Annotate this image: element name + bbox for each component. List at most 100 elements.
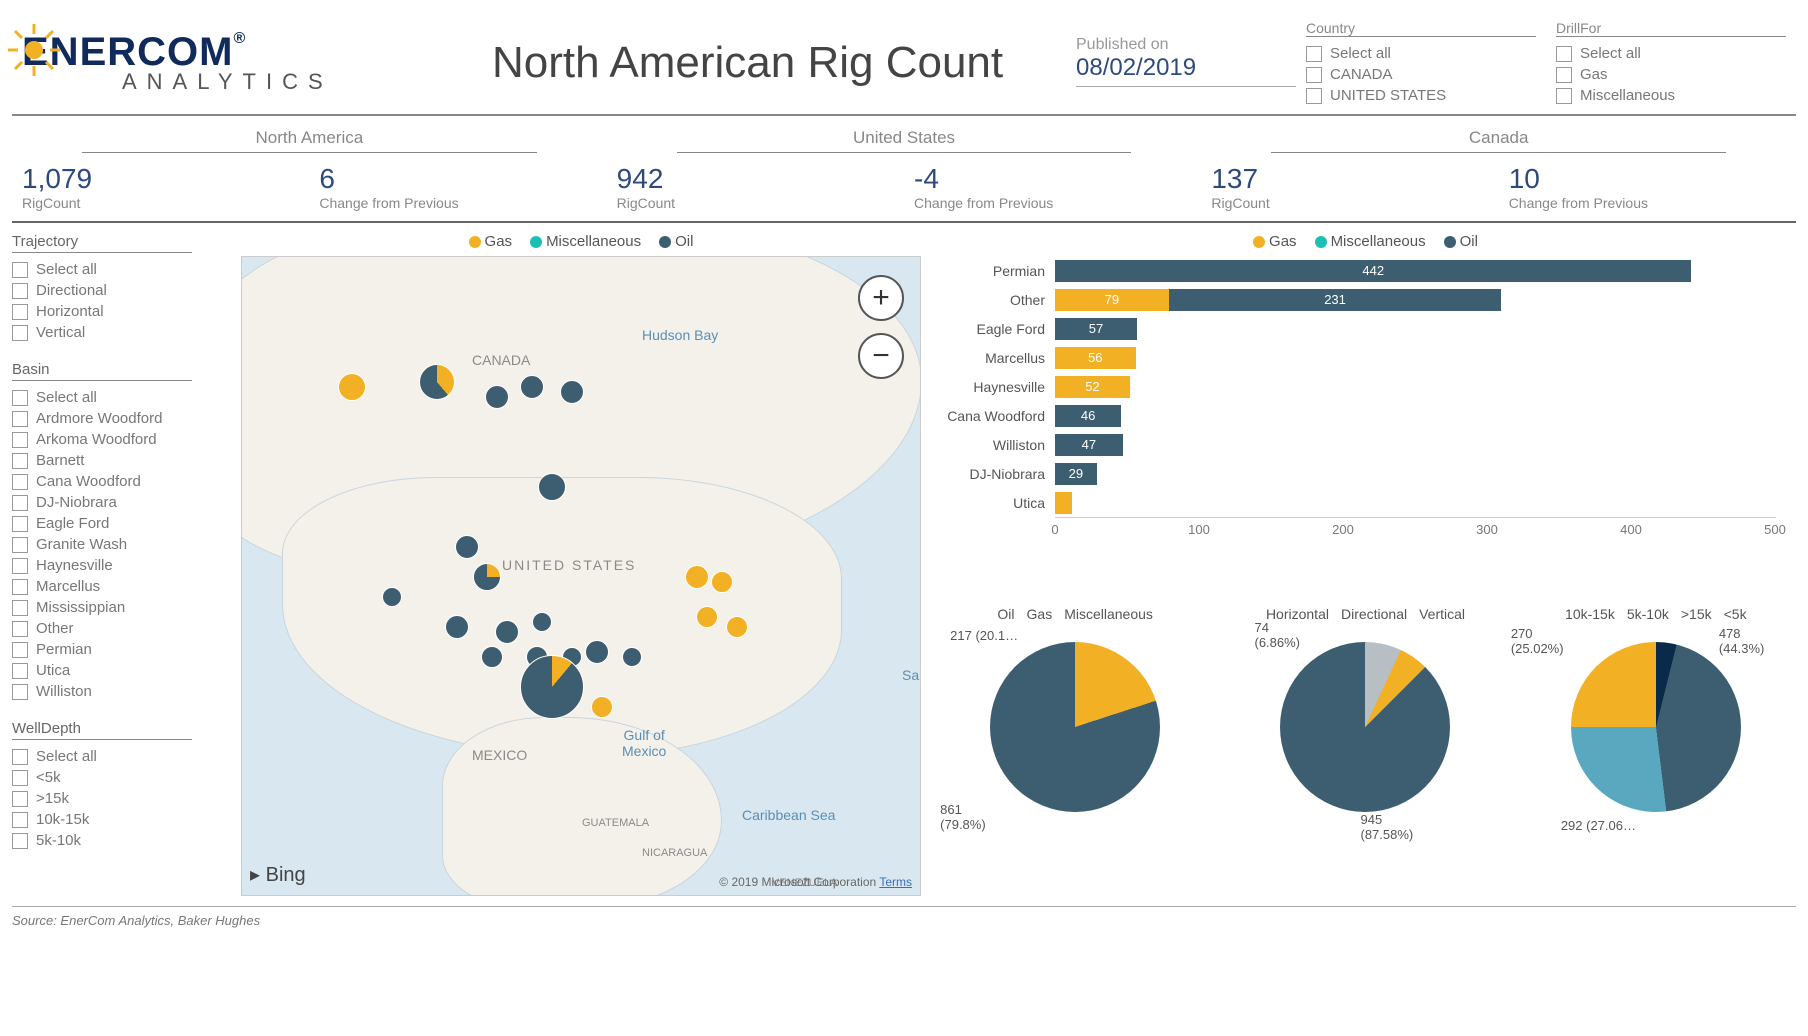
checkbox-icon[interactable] <box>12 684 28 700</box>
checkbox-icon[interactable] <box>12 537 28 553</box>
checkbox-icon[interactable] <box>1556 67 1572 83</box>
filter-welldepth-item[interactable]: 5k-10k <box>12 830 227 851</box>
checkbox-icon[interactable] <box>1556 88 1572 104</box>
map-bubble[interactable] <box>532 612 552 632</box>
map-bubble[interactable] <box>685 565 709 589</box>
legend-item[interactable]: 5k-10k <box>1627 606 1669 622</box>
map-bubble[interactable] <box>696 606 718 628</box>
map-bubble[interactable] <box>560 380 584 404</box>
legend-item[interactable]: Gas <box>1253 233 1297 250</box>
bar-row[interactable]: Cana Woodford46 <box>1055 401 1776 430</box>
slicer-country-item[interactable]: CANADA <box>1306 64 1536 85</box>
filter-basin-item[interactable]: DJ-Niobrara <box>12 492 227 513</box>
map-visual[interactable]: CANADA UNITED STATES MEXICO GUATEMALA NI… <box>241 256 921 896</box>
filter-basin-item[interactable]: Eagle Ford <box>12 513 227 534</box>
map-bubble[interactable] <box>338 373 366 401</box>
legend-item[interactable]: 10k-15k <box>1565 606 1615 622</box>
bar-row[interactable]: Williston47 <box>1055 430 1776 459</box>
filter-basin-item[interactable]: Cana Woodford <box>12 471 227 492</box>
legend-item[interactable]: <5k <box>1724 606 1747 622</box>
map-bubble[interactable] <box>726 616 748 638</box>
legend-item[interactable]: Miscellaneous <box>530 233 641 250</box>
checkbox-icon[interactable] <box>1306 46 1322 62</box>
legend-item[interactable]: Miscellaneous <box>1064 606 1153 622</box>
legend-item[interactable]: >15k <box>1681 606 1712 622</box>
checkbox-icon[interactable] <box>12 432 28 448</box>
checkbox-icon[interactable] <box>12 600 28 616</box>
filter-basin-item[interactable]: Permian <box>12 639 227 660</box>
filter-basin-item[interactable]: Mississippian <box>12 597 227 618</box>
filter-basin-item[interactable]: Arkoma Woodford <box>12 429 227 450</box>
slicer-drillfor-item[interactable]: Gas <box>1556 64 1786 85</box>
slicer-country-item[interactable]: Select all <box>1306 43 1536 64</box>
checkbox-icon[interactable] <box>12 453 28 469</box>
checkbox-icon[interactable] <box>12 283 28 299</box>
bar-row[interactable]: Permian442 <box>1055 256 1776 285</box>
checkbox-icon[interactable] <box>12 411 28 427</box>
filter-trajectory-item[interactable]: Horizontal <box>12 301 227 322</box>
legend-item[interactable]: Oil <box>1444 233 1478 250</box>
filter-basin-item[interactable]: Marcellus <box>12 576 227 597</box>
map-bubble[interactable] <box>538 473 566 501</box>
pie-chart[interactable]: HorizontalDirectionalVertical74 (6.86%)9… <box>1225 606 1505 822</box>
filter-welldepth-item[interactable]: 10k-15k <box>12 809 227 830</box>
checkbox-icon[interactable] <box>12 390 28 406</box>
map-bubble[interactable] <box>520 375 544 399</box>
pie-chart[interactable]: OilGasMiscellaneous217 (20.1…861 (79.8%) <box>935 606 1215 822</box>
filter-basin-item[interactable]: Ardmore Woodford <box>12 408 227 429</box>
checkbox-icon[interactable] <box>1556 46 1572 62</box>
map-bubble[interactable] <box>591 696 613 718</box>
bar-row[interactable]: Eagle Ford57 <box>1055 314 1776 343</box>
map-terms-link[interactable]: Terms <box>879 875 912 889</box>
slicer-drillfor-item[interactable]: Miscellaneous <box>1556 85 1786 106</box>
checkbox-icon[interactable] <box>12 833 28 849</box>
bar-row[interactable]: Haynesville52 <box>1055 372 1776 401</box>
pie-chart[interactable]: 10k-15k5k-10k>15k<5k270 (25.02%)478 (44.… <box>1516 606 1796 822</box>
checkbox-icon[interactable] <box>12 474 28 490</box>
checkbox-icon[interactable] <box>1306 67 1322 83</box>
legend-item[interactable]: Miscellaneous <box>1315 233 1426 250</box>
map-bubble[interactable] <box>473 563 501 591</box>
checkbox-icon[interactable] <box>12 262 28 278</box>
map-bubble[interactable] <box>520 655 584 719</box>
filter-basin-item[interactable]: Utica <box>12 660 227 681</box>
filter-trajectory-item[interactable]: Directional <box>12 280 227 301</box>
filter-trajectory-item[interactable]: Vertical <box>12 322 227 343</box>
filter-welldepth-item[interactable]: >15k <box>12 788 227 809</box>
map-bubble[interactable] <box>495 620 519 644</box>
checkbox-icon[interactable] <box>12 812 28 828</box>
map-bubble[interactable] <box>481 646 503 668</box>
map-bubble[interactable] <box>419 364 455 400</box>
checkbox-icon[interactable] <box>12 325 28 341</box>
checkbox-icon[interactable] <box>12 495 28 511</box>
legend-item[interactable]: Gas <box>1027 606 1053 622</box>
checkbox-icon[interactable] <box>12 770 28 786</box>
map-bubble[interactable] <box>445 615 469 639</box>
filter-basin-item[interactable]: Haynesville <box>12 555 227 576</box>
checkbox-icon[interactable] <box>12 558 28 574</box>
legend-item[interactable]: Vertical <box>1419 606 1465 622</box>
filter-basin-item[interactable]: Granite Wash <box>12 534 227 555</box>
map-zoom-in[interactable]: + <box>858 275 904 321</box>
legend-item[interactable]: Oil <box>997 606 1014 622</box>
filter-basin-item[interactable]: Barnett <box>12 450 227 471</box>
filter-basin-item[interactable]: Select all <box>12 387 227 408</box>
legend-item[interactable]: Oil <box>659 233 693 250</box>
map-bubble[interactable] <box>622 647 642 667</box>
filter-welldepth-item[interactable]: Select all <box>12 746 227 767</box>
checkbox-icon[interactable] <box>12 749 28 765</box>
bar-row[interactable]: Marcellus56 <box>1055 343 1776 372</box>
legend-item[interactable]: Gas <box>469 233 513 250</box>
checkbox-icon[interactable] <box>12 621 28 637</box>
checkbox-icon[interactable] <box>12 304 28 320</box>
slicer-drillfor-item[interactable]: Select all <box>1556 43 1786 64</box>
bar-row[interactable]: Other79231 <box>1055 285 1776 314</box>
map-bubble[interactable] <box>711 571 733 593</box>
map-bubble[interactable] <box>585 640 609 664</box>
bar-row[interactable]: DJ-Niobrara29 <box>1055 459 1776 488</box>
map-zoom-out[interactable]: − <box>858 333 904 379</box>
filter-basin-item[interactable]: Other <box>12 618 227 639</box>
checkbox-icon[interactable] <box>12 516 28 532</box>
map-bubble[interactable] <box>455 535 479 559</box>
map-bubble[interactable] <box>485 385 509 409</box>
